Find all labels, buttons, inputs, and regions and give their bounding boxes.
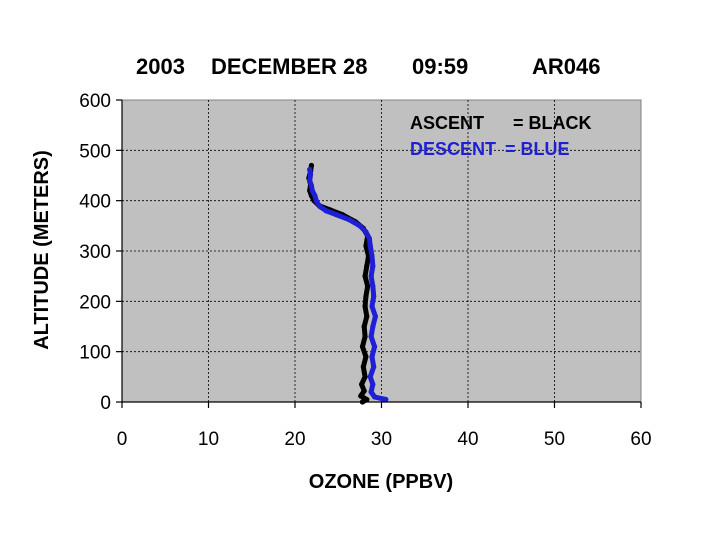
x-tick-label: 30: [371, 429, 392, 450]
data-point: [307, 177, 313, 184]
legend: ASCENT = BLACK DESCENT = BLUE: [410, 113, 592, 159]
data-point: [371, 394, 378, 400]
data-point: [363, 243, 369, 249]
chart-title-date: DECEMBER 28: [211, 54, 367, 79]
data-point: [370, 323, 376, 330]
legend-ascent-color: = BLACK: [513, 113, 592, 133]
data-point: [333, 212, 340, 218]
data-point: [362, 374, 368, 380]
x-tick-label: 40: [457, 429, 478, 450]
x-tick-label: 10: [198, 429, 219, 450]
data-point: [369, 253, 375, 259]
data-point: [368, 333, 374, 340]
legend-descent-label: DESCENT: [410, 139, 496, 159]
data-point: [307, 171, 314, 178]
data-point: [369, 303, 375, 309]
data-point: [358, 393, 364, 399]
data-point: [357, 223, 363, 229]
data-point: [363, 229, 369, 235]
data-point: [367, 243, 373, 249]
x-axis-label: OZONE (PPBV): [309, 471, 453, 493]
data-point: [366, 235, 372, 242]
y-tick-label: 200: [79, 292, 111, 313]
x-tick-labels: 0 10 20 30 40 50 60: [117, 429, 652, 450]
data-point: [372, 313, 379, 320]
data-point: [369, 354, 375, 360]
data-point: [363, 354, 369, 360]
data-point: [370, 263, 376, 269]
y-tick-label: 300: [79, 242, 111, 263]
y-tick-label: 0: [100, 393, 111, 414]
data-point: [365, 283, 371, 289]
data-point: [312, 193, 318, 199]
y-tick-label: 100: [79, 343, 111, 364]
data-point: [359, 381, 365, 387]
y-tick-labels: 0 100 200 300 400 500 600: [79, 91, 111, 414]
data-point: [361, 323, 367, 330]
data-point: [308, 162, 315, 169]
y-tick-label: 400: [79, 192, 111, 213]
data-point: [346, 217, 353, 223]
y-tick-label: 500: [79, 141, 111, 162]
data-point: [308, 182, 315, 189]
data-point: [360, 364, 366, 370]
legend-ascent-label: ASCENT: [410, 113, 484, 133]
chart-title-flight: AR046: [532, 54, 600, 79]
data-point: [364, 263, 370, 269]
chart-title-time: 09:59: [412, 54, 468, 79]
data-point: [362, 273, 368, 279]
data-point: [368, 273, 374, 279]
y-tick-label: 600: [79, 91, 111, 112]
chart-title-year: 2003: [136, 54, 185, 79]
data-point: [383, 396, 389, 403]
data-point: [309, 188, 315, 194]
data-point: [359, 344, 366, 350]
data-point: [368, 389, 374, 395]
tick-marks: [116, 99, 642, 408]
data-point: [364, 396, 370, 403]
data-point: [362, 303, 368, 309]
data-point: [367, 374, 373, 380]
data-point: [307, 166, 313, 173]
legend-descent-color: = BLUE: [505, 139, 570, 159]
series-descent: [307, 166, 389, 403]
x-tick-label: 0: [117, 429, 128, 450]
data-point: [314, 199, 320, 205]
data-point: [371, 344, 378, 350]
data-point: [323, 208, 329, 214]
data-point: [361, 388, 367, 394]
data-point: [362, 333, 368, 340]
data-point: [370, 283, 376, 289]
x-tick-label: 20: [284, 429, 305, 450]
data-point: [370, 381, 376, 387]
y-axis-label: ALTITUDE (METERS): [31, 150, 53, 350]
grid-lines: [122, 100, 641, 402]
data-point: [364, 313, 370, 320]
x-tick-label: 50: [544, 429, 565, 450]
data-point: [371, 364, 377, 370]
x-tick-label: 60: [630, 429, 651, 450]
data-point: [371, 293, 377, 299]
data-point: [317, 204, 323, 210]
data-point: [363, 293, 369, 299]
series-layer: [306, 162, 389, 405]
